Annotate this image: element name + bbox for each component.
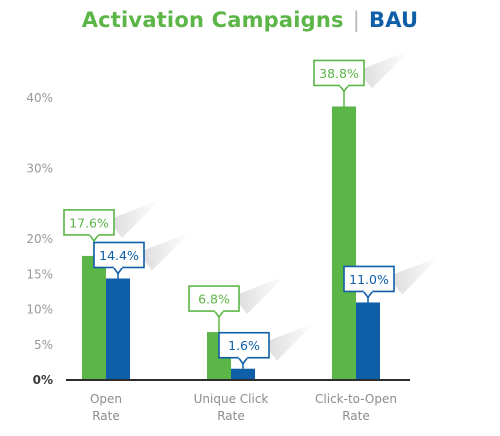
- callout-notch: [88, 233, 100, 243]
- y-tick-label: 20%: [26, 232, 53, 246]
- callout-notch: [213, 309, 225, 319]
- y-tick-label: 0%: [33, 373, 53, 387]
- callout-shadow: [263, 322, 315, 361]
- y-tick-label: 15%: [26, 267, 53, 281]
- callout-notch: [338, 84, 350, 93]
- bar: [356, 302, 380, 380]
- x-tick-label-line: Rate: [342, 409, 370, 423]
- x-tick-label: Click-to-Open Rate: [315, 392, 397, 423]
- y-tick-label: 5%: [34, 338, 53, 352]
- data-label: 6.8%: [198, 292, 230, 307]
- title-separator: |: [352, 8, 361, 32]
- callout-notch-cover: [89, 233, 99, 236]
- callout-notch-cover: [339, 83, 349, 86]
- bar: [332, 106, 356, 381]
- y-tick-label: 30%: [26, 162, 53, 176]
- callout-shadow: [233, 276, 285, 315]
- data-label: 11.0%: [349, 272, 389, 287]
- x-tick-label-line: Rate: [92, 409, 120, 423]
- title-series-b: BAU: [369, 8, 419, 32]
- callout-shadow: [138, 232, 190, 271]
- bar: [82, 255, 106, 380]
- callout-notch: [362, 290, 374, 299]
- y-tick-label: 40%: [26, 91, 53, 105]
- x-tick-label-line: Click-to-Open: [315, 392, 397, 406]
- callout-shadow: [388, 256, 440, 295]
- x-tick-label-line: Open: [90, 392, 122, 406]
- callout-shadow: [358, 50, 410, 89]
- callout-notch-cover: [113, 265, 123, 268]
- data-label-box: [218, 331, 270, 359]
- data-label: 38.8%: [319, 66, 359, 81]
- callout-shadow: [108, 199, 160, 238]
- bar: [106, 278, 130, 380]
- data-label: 1.6%: [228, 338, 260, 353]
- x-tick-label-line: Rate: [217, 409, 245, 423]
- callout-notch-cover: [238, 356, 248, 359]
- bar: [231, 368, 255, 380]
- data-label-box: [63, 209, 115, 236]
- callout-notch-cover: [363, 289, 373, 292]
- x-tick-label: Unique Click Rate: [194, 392, 269, 423]
- callout-notch: [237, 356, 249, 366]
- y-tick-label: 10%: [26, 303, 53, 317]
- x-tick-label: Open Rate: [90, 392, 122, 423]
- chart-title: Activation Campaigns | BAU: [0, 8, 500, 32]
- data-label: 14.4%: [99, 248, 139, 263]
- callout-notch: [112, 266, 124, 275]
- title-series-a: Activation Campaigns: [81, 8, 344, 32]
- callout-notch-cover: [214, 309, 224, 312]
- x-tick-label-line: Unique Click: [194, 392, 269, 406]
- data-label: 17.6%: [69, 215, 109, 230]
